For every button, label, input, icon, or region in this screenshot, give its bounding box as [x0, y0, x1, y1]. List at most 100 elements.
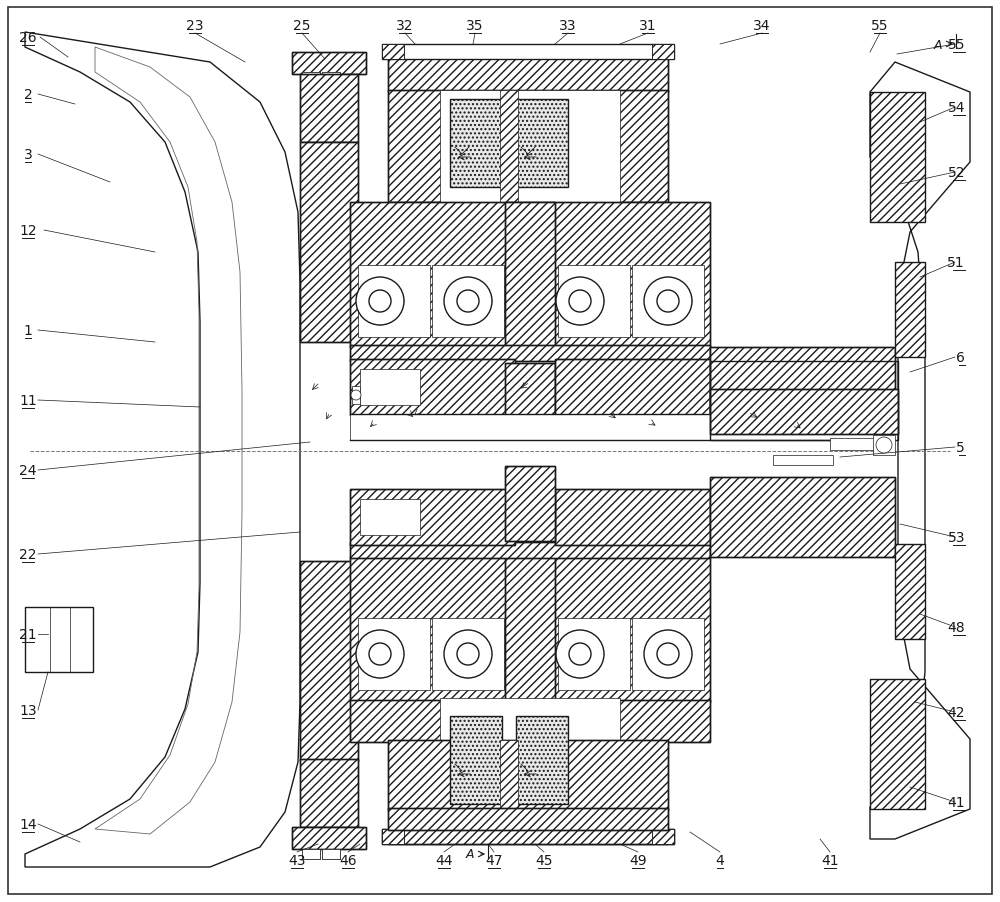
Bar: [302, 73, 320, 83]
Bar: [292, 827, 366, 849]
Bar: [388, 741, 668, 810]
Bar: [292, 827, 366, 849]
Text: 31: 31: [639, 19, 657, 33]
Bar: [830, 438, 875, 450]
Circle shape: [556, 630, 604, 678]
Circle shape: [444, 630, 492, 678]
Bar: [302, 849, 320, 859]
Bar: [300, 561, 358, 761]
Text: 51: 51: [947, 255, 965, 270]
Circle shape: [369, 643, 391, 666]
Bar: [358, 266, 430, 337]
Bar: [388, 808, 668, 830]
Circle shape: [644, 278, 692, 326]
Text: 24: 24: [19, 464, 37, 477]
Bar: [382, 829, 674, 844]
Bar: [292, 53, 366, 75]
Bar: [870, 679, 925, 809]
Bar: [505, 557, 555, 703]
Bar: [710, 390, 898, 435]
Circle shape: [457, 643, 479, 666]
Text: 11: 11: [19, 393, 37, 408]
Text: A: A: [934, 39, 942, 51]
Bar: [388, 58, 668, 93]
Text: 1: 1: [24, 324, 32, 337]
Text: 6: 6: [956, 351, 965, 364]
Bar: [25, 607, 93, 672]
Text: 34: 34: [753, 19, 771, 33]
Text: 5: 5: [956, 440, 965, 455]
Text: 55: 55: [871, 19, 889, 33]
Bar: [652, 45, 674, 60]
Bar: [300, 561, 358, 761]
Bar: [505, 203, 555, 347]
Bar: [555, 360, 710, 416]
Bar: [388, 808, 668, 830]
Bar: [360, 370, 420, 406]
Bar: [388, 91, 668, 203]
Bar: [382, 829, 674, 844]
Bar: [322, 849, 340, 859]
Bar: [388, 91, 668, 203]
Circle shape: [444, 278, 492, 326]
Text: 47: 47: [485, 853, 503, 867]
Bar: [773, 456, 833, 465]
Text: 22: 22: [19, 548, 37, 561]
Text: 21: 21: [19, 627, 37, 641]
Text: 2: 2: [24, 87, 32, 102]
Bar: [322, 849, 340, 859]
Text: 35: 35: [466, 19, 484, 33]
Circle shape: [569, 643, 591, 666]
Bar: [350, 700, 710, 742]
Text: 53: 53: [948, 530, 965, 545]
Bar: [382, 829, 404, 844]
Bar: [352, 387, 360, 405]
Text: 23: 23: [186, 19, 204, 33]
Text: 44: 44: [435, 853, 453, 867]
Bar: [382, 45, 674, 60]
Bar: [360, 500, 420, 536]
Bar: [555, 360, 710, 416]
Circle shape: [556, 278, 604, 326]
Bar: [350, 490, 515, 546]
Bar: [322, 73, 340, 83]
Circle shape: [569, 290, 591, 313]
Bar: [555, 490, 710, 546]
Bar: [350, 542, 710, 558]
Bar: [895, 262, 925, 357]
Text: 41: 41: [947, 796, 965, 809]
Bar: [302, 849, 320, 859]
Bar: [350, 415, 890, 440]
Text: 42: 42: [948, 705, 965, 719]
Bar: [350, 203, 710, 347]
Bar: [710, 362, 898, 440]
Bar: [388, 58, 668, 93]
Bar: [516, 100, 568, 188]
Text: 26: 26: [19, 31, 37, 45]
Text: 55: 55: [948, 38, 965, 52]
Text: 32: 32: [396, 19, 414, 33]
Bar: [632, 266, 704, 337]
Bar: [505, 203, 555, 347]
Bar: [505, 364, 555, 438]
Bar: [388, 829, 668, 844]
Bar: [388, 741, 668, 810]
Bar: [350, 345, 710, 362]
Bar: [710, 477, 895, 557]
Circle shape: [356, 630, 404, 678]
Bar: [558, 266, 630, 337]
Circle shape: [369, 290, 391, 313]
Bar: [555, 490, 710, 546]
Bar: [516, 716, 568, 804]
Bar: [382, 45, 404, 60]
Bar: [350, 360, 515, 416]
Bar: [432, 266, 504, 337]
Text: 48: 48: [947, 621, 965, 634]
Polygon shape: [870, 63, 970, 839]
Bar: [652, 829, 674, 844]
Circle shape: [457, 290, 479, 313]
Bar: [350, 345, 710, 362]
Text: 49: 49: [629, 853, 647, 867]
Bar: [300, 759, 358, 827]
Bar: [302, 73, 320, 83]
